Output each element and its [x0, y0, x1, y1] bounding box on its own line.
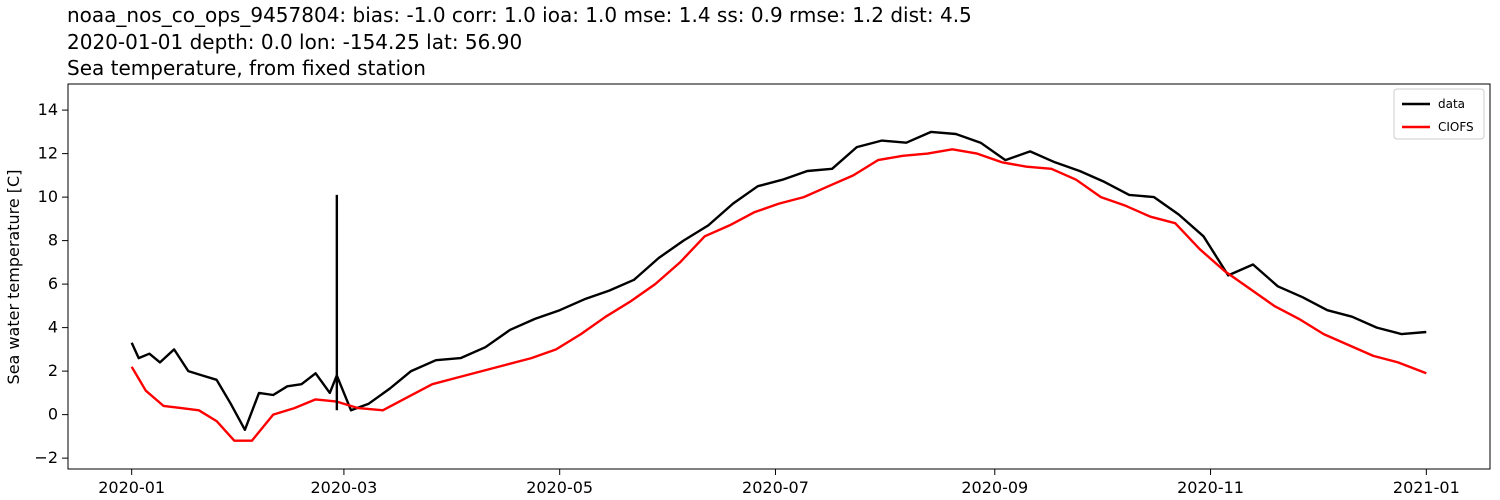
- chart-title: noaa_nos_co_ops_9457804: bias: -1.0 corr…: [67, 3, 972, 80]
- series-line-data: [130, 130, 1427, 431]
- x-tick-label: 2020-11: [1177, 478, 1244, 497]
- x-tick-label: 2020-01: [98, 478, 165, 497]
- y-tick-label: 6: [48, 274, 58, 293]
- y-tick-label: 14: [38, 100, 58, 119]
- plot-frame: [67, 83, 1491, 470]
- title-line-3: Sea temperature, from fixed station: [67, 56, 426, 80]
- title-line-1: noaa_nos_co_ops_9457804: bias: -1.0 corr…: [67, 3, 972, 27]
- x-tick-label: 2020-05: [526, 478, 593, 497]
- y-tick-label: 0: [48, 405, 58, 424]
- title-line-2: 2020-01-01 depth: 0.0 lon: -154.25 lat: …: [67, 30, 522, 54]
- y-tick-label: 12: [38, 144, 58, 163]
- y-tick-label: 2: [48, 361, 58, 380]
- y-tick-label: 8: [48, 231, 58, 250]
- legend-label-ciofs: CIOFS: [1438, 120, 1474, 134]
- y-axis-label: Sea water temperature [C]: [4, 170, 23, 385]
- y-tick-label: −2: [34, 448, 58, 467]
- x-axis: 2020-01 2020-03 2020-05 2020-07 2020-09 2020-…: [98, 469, 1460, 497]
- x-tick-label: 2020-07: [742, 478, 809, 497]
- series-layer: [130, 130, 1427, 442]
- y-tick-label: 10: [38, 187, 58, 206]
- y-axis: −2 0 2 4 6 8 10 12 14: [34, 100, 68, 467]
- series-line-ciofs: [130, 148, 1427, 442]
- x-tick-label: 2020-03: [310, 478, 377, 497]
- x-tick-label: 2020-09: [961, 478, 1028, 497]
- x-tick-label: 2021-01: [1393, 478, 1460, 497]
- legend: data CIOFS: [1393, 88, 1485, 140]
- y-tick-label: 4: [48, 318, 58, 337]
- legend-label-data: data: [1438, 97, 1465, 111]
